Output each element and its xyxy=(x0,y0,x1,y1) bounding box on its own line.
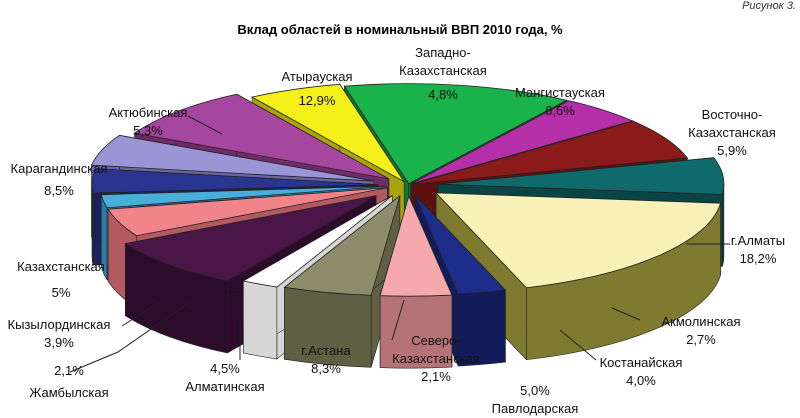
label-mangistau: Мангистауская 6,6% xyxy=(495,84,625,120)
label-west-kz-line2: Казахстанская xyxy=(399,63,487,78)
label-east-kz-line1: Восточно- xyxy=(701,107,763,122)
pie-slice-7 xyxy=(283,194,401,296)
pie-slice-9 xyxy=(124,195,377,282)
pie-slice-2 xyxy=(411,120,689,185)
label-west-kz-line1: Западно- xyxy=(415,45,471,60)
pie-slice-12 xyxy=(91,168,379,194)
label-karaganda-value: 8,5% xyxy=(44,183,74,198)
label-kazakhstan-value: 5% xyxy=(51,285,71,300)
label-zhambyl-name: Жамбылская xyxy=(29,385,109,400)
label-astana-value: 8,3% xyxy=(311,361,341,376)
label-almaty-city-value: 18,2% xyxy=(739,251,777,266)
label-akmola: Акмолинская 2,7% xyxy=(646,313,756,349)
label-pavlodar-name: Павлодарская xyxy=(491,401,579,416)
label-astana: г.Астана 8,3% xyxy=(286,342,366,378)
pie-slice-6 xyxy=(379,195,453,297)
label-almaty-region-name: Алматинская xyxy=(185,379,265,394)
leader-line-4 xyxy=(391,299,405,341)
pie-slice-3 xyxy=(437,157,725,195)
label-kostanay-value: 4,0% xyxy=(626,373,656,388)
figure-label: Рисунок 3. xyxy=(742,0,796,12)
label-mangistau-name: Мангистауская xyxy=(515,85,605,100)
label-zhambyl-value: 2,1% xyxy=(54,363,84,378)
pie-slice-1 xyxy=(410,100,634,185)
label-west-kz-value: 4,8% xyxy=(428,87,458,102)
label-akmola-value: 2,7% xyxy=(686,332,716,347)
label-east-kz: Восточно- Казахстанская 5,9% xyxy=(672,106,792,160)
chart-title: Вклад областей в номинальный ВВП 2010 го… xyxy=(237,22,563,37)
pie-slice-14 xyxy=(133,93,390,180)
label-atyrau-value: 12,9% xyxy=(298,93,336,108)
label-aktobe: Актюбинская 5,3% xyxy=(98,104,198,140)
label-zhambyl: 2,1% Жамбылская xyxy=(14,362,124,402)
label-pavlodar-value: 5,0% xyxy=(520,383,550,398)
label-aktobe-value: 5,3% xyxy=(133,123,163,138)
label-astana-name: г.Астана xyxy=(301,343,351,358)
label-mangistau-value: 6,6% xyxy=(545,103,575,118)
leader-line-1 xyxy=(121,301,161,327)
label-east-kz-value: 5,9% xyxy=(717,143,747,158)
label-kyzylorda-name: Кызылординская xyxy=(7,317,111,332)
pie-slice-5 xyxy=(414,194,507,295)
label-atyrau: Атырауская 12,9% xyxy=(252,68,382,110)
label-almaty-city: г.Алматы 18,2% xyxy=(716,232,800,268)
leader-line-6 xyxy=(559,329,597,361)
leader-line-2 xyxy=(69,301,191,373)
label-akmola-name: Акмолинская xyxy=(661,314,741,329)
label-north-kz-line1: Северо- xyxy=(411,333,461,348)
pie-slice-13 xyxy=(90,134,374,182)
label-atyrau-name: Атырауская xyxy=(281,69,353,84)
pie-slice-11 xyxy=(100,185,387,209)
label-almaty-city-name: г.Алматы xyxy=(730,233,786,248)
leader-line-5 xyxy=(611,307,641,321)
label-kazakhstan-name: Казахстанская xyxy=(17,259,105,274)
label-kostanay-name: Костанайская xyxy=(599,355,683,370)
label-kostanay: Костанайская 4,0% xyxy=(586,354,696,390)
label-west-kz: Западно- Казахстанская 4,8% xyxy=(388,44,498,104)
label-north-kz-line2: Казахстанская xyxy=(392,351,480,366)
label-kyzylorda-value: 3,9% xyxy=(44,335,74,350)
label-north-kz: Северо- Казахстанская 2,1% xyxy=(376,332,496,386)
pie-slice-side-8-0 xyxy=(243,280,278,360)
pie-slice-8 xyxy=(242,195,393,288)
label-pavlodar: 5,0% Павлодарская xyxy=(470,382,600,418)
label-karaganda-name: Карагандинская xyxy=(10,161,108,176)
pie-slice-15 xyxy=(250,83,405,183)
pie-slice-4 xyxy=(435,192,722,289)
label-east-kz-line2: Казахстанская xyxy=(688,125,776,140)
label-north-kz-value: 2,1% xyxy=(421,369,451,384)
pie-slice-0 xyxy=(343,83,568,185)
label-almaty-region-value: 4,5% xyxy=(210,361,240,376)
label-almaty-region: 4,5% Алматинская xyxy=(170,360,280,396)
pie-slice-10 xyxy=(107,187,388,237)
label-kazakhstan: Казахстанская 5% xyxy=(0,258,122,302)
label-karaganda: Карагандинская 8,5% xyxy=(2,160,116,200)
label-aktobe-name: Актюбинская xyxy=(108,105,188,120)
label-kyzylorda: Кызылординская 3,9% xyxy=(0,316,118,352)
leader-line-0 xyxy=(187,115,223,135)
